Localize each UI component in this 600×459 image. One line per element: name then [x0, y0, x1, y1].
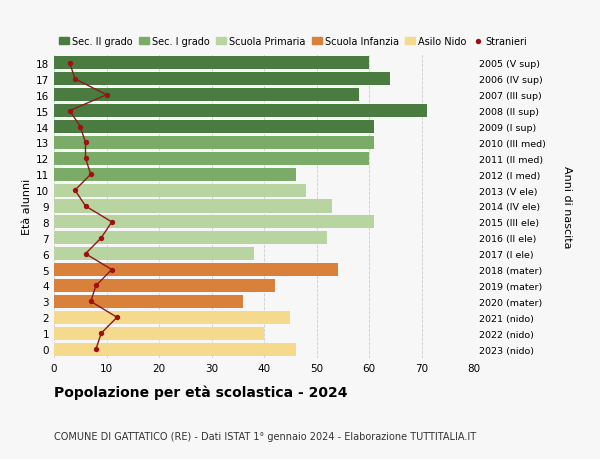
Point	[107, 266, 116, 274]
Bar	[54, 247, 254, 261]
Bar	[54, 121, 374, 134]
Point	[80, 251, 91, 258]
Point	[97, 235, 106, 242]
Bar	[54, 311, 290, 324]
Point	[112, 314, 122, 321]
Point	[80, 155, 91, 162]
Bar	[54, 89, 359, 102]
Bar	[54, 263, 337, 276]
Bar	[54, 57, 369, 70]
Bar	[54, 295, 243, 308]
Point	[86, 298, 95, 305]
Bar	[54, 137, 374, 150]
Bar	[54, 216, 374, 229]
Point	[70, 187, 80, 194]
Bar	[54, 168, 296, 181]
Point	[86, 171, 95, 179]
Point	[80, 140, 91, 147]
Bar	[54, 343, 296, 356]
Point	[76, 123, 85, 131]
Point	[107, 219, 116, 226]
Legend: Sec. II grado, Sec. I grado, Scuola Primaria, Scuola Infanzia, Asilo Nido, Stran: Sec. II grado, Sec. I grado, Scuola Prim…	[59, 37, 527, 47]
Point	[102, 92, 112, 99]
Bar	[54, 73, 390, 86]
Point	[65, 60, 74, 67]
Bar	[54, 152, 369, 166]
Y-axis label: Età alunni: Età alunni	[22, 179, 32, 235]
Bar	[54, 105, 427, 118]
Point	[70, 76, 80, 84]
Point	[80, 203, 91, 210]
Point	[97, 330, 106, 337]
Y-axis label: Anni di nascita: Anni di nascita	[562, 165, 572, 248]
Point	[65, 108, 74, 115]
Bar	[54, 232, 327, 245]
Text: Popolazione per età scolastica - 2024: Popolazione per età scolastica - 2024	[54, 385, 347, 399]
Text: COMUNE DI GATTATICO (RE) - Dati ISTAT 1° gennaio 2024 - Elaborazione TUTTITALIA.: COMUNE DI GATTATICO (RE) - Dati ISTAT 1°…	[54, 431, 476, 441]
Point	[91, 346, 101, 353]
Bar	[54, 200, 332, 213]
Bar	[54, 280, 275, 292]
Bar	[54, 327, 264, 340]
Bar	[54, 184, 306, 197]
Point	[91, 282, 101, 290]
